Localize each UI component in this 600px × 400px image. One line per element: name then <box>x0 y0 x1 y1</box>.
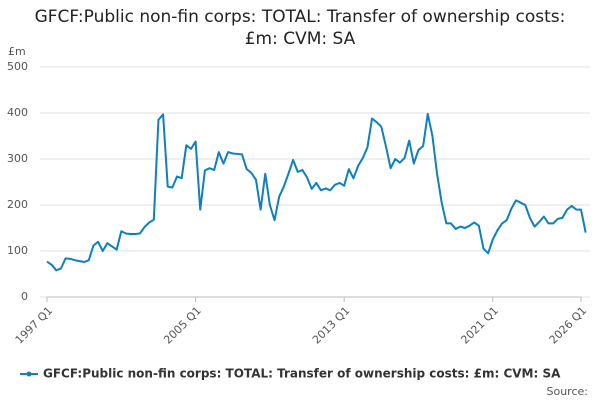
y-axis-unit: £m <box>8 45 26 58</box>
data-line <box>46 112 587 272</box>
x-tick-label: 2013 Q1 <box>310 304 353 347</box>
chart-title: GFCF:Public non-fin corps: TOTAL: Transf… <box>34 7 566 49</box>
y-tick-label: 300 <box>7 152 28 165</box>
x-tick-label: 2026 Q1 <box>547 304 590 347</box>
y-tick-label: 500 <box>7 60 28 73</box>
y-tick-label: 200 <box>7 198 28 211</box>
source: Source: <box>547 385 589 398</box>
legend-marker <box>26 371 32 377</box>
y-tick-label: 0 <box>21 290 28 303</box>
x-tick-label: 2005 Q1 <box>161 304 204 347</box>
y-tick-label: 100 <box>7 244 28 257</box>
x-tick-label: 1997 Q1 <box>13 304 56 347</box>
y-tick-label: 400 <box>7 106 28 119</box>
legend-label: GFCF:Public non-fin corps: TOTAL: Transf… <box>43 367 561 381</box>
x-tick-label: 2021 Q1 <box>458 304 501 347</box>
